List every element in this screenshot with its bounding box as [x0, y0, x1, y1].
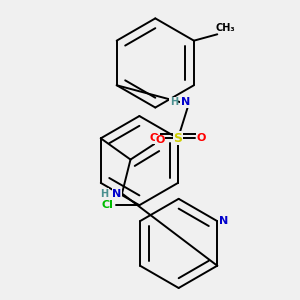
Text: H: H — [100, 188, 108, 199]
Text: CH₃: CH₃ — [216, 23, 236, 33]
Text: N: N — [219, 216, 228, 226]
Text: H: H — [170, 97, 178, 107]
Text: Cl: Cl — [102, 200, 113, 210]
Text: N: N — [181, 97, 190, 107]
Text: N: N — [112, 188, 121, 199]
Text: O: O — [155, 135, 165, 146]
Text: O: O — [150, 133, 159, 143]
Text: S: S — [173, 132, 182, 145]
Text: O: O — [197, 133, 206, 143]
